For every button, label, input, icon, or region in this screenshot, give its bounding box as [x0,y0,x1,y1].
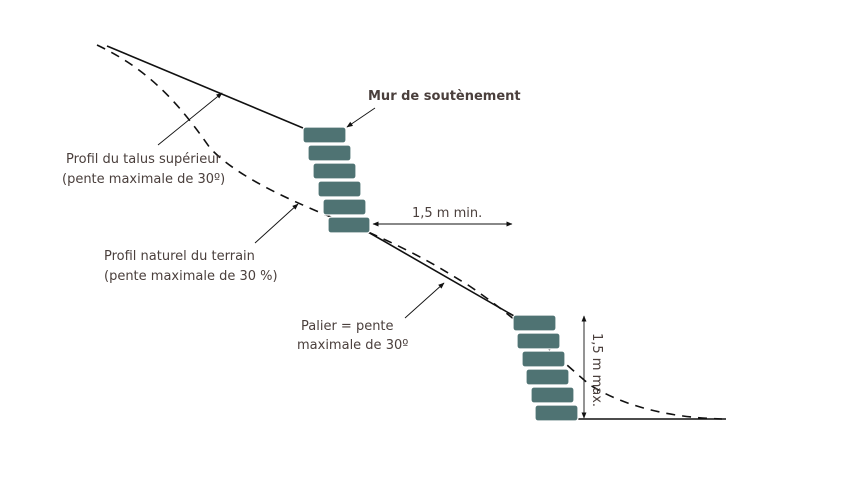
natural-ground-label-line1: Profil naturel du terrain [104,249,255,264]
upper-retaining-wall [302,126,371,234]
landing-label-line1: Palier = pente [301,319,394,334]
wall-block [512,314,557,332]
wall-block [516,332,561,350]
wall-block [521,350,566,368]
wall-block [307,144,352,162]
wall-block [530,386,575,404]
natural-terrain-profile [96,44,723,420]
upper-slope-line [106,45,304,129]
upper-slope-label-line2: (pente maximale de 30º) [62,172,225,187]
wall-block [317,180,362,198]
wall-block [534,404,579,422]
retaining-wall-label: Mur de soutènement [368,89,521,104]
wall-block [322,198,367,216]
natural-ground-pointer [254,203,299,244]
landing-label-line2: maximale de 30º [297,338,408,353]
natural-ground-label-line2: (pente maximale de 30 %) [104,269,278,284]
landing-slope-line [367,231,515,317]
retaining-wall-pointer [346,107,376,128]
wall-block [302,126,347,144]
wall-block [327,216,371,234]
upper-slope-pointer [157,92,223,146]
landing-pointer [404,282,445,319]
max-height-label: 1,5 m max. [589,333,604,407]
min-distance-label: 1,5 m min. [412,206,482,221]
wall-block [525,368,570,386]
wall-block [312,162,357,180]
lower-retaining-wall [512,314,579,422]
upper-slope-label-line1: Profil du talus supérieur [66,152,221,167]
